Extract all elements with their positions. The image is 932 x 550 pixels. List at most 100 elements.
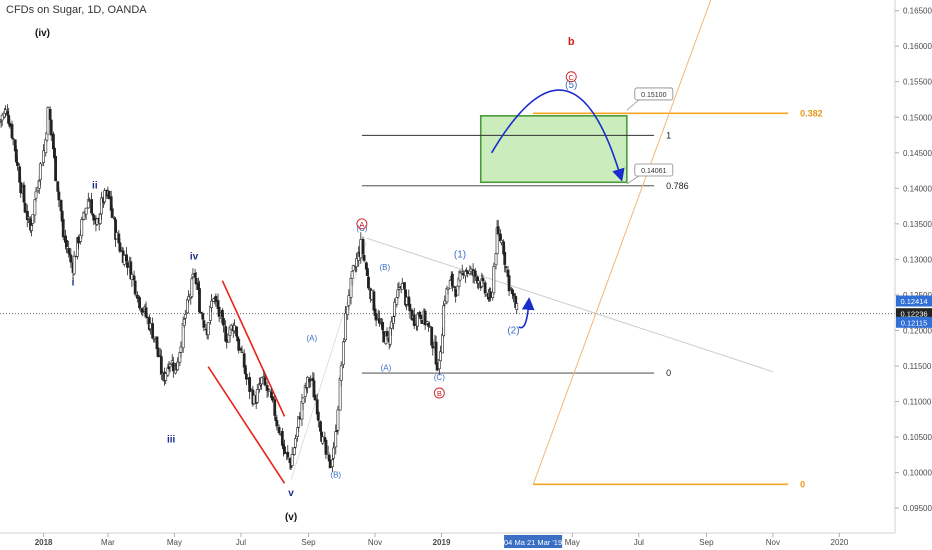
candle[interactable] bbox=[210, 294, 213, 312]
candle[interactable] bbox=[286, 445, 290, 460]
candle[interactable] bbox=[31, 214, 35, 227]
candle[interactable] bbox=[38, 161, 42, 187]
candle[interactable] bbox=[48, 106, 52, 121]
candle[interactable] bbox=[292, 445, 296, 456]
candle[interactable] bbox=[377, 310, 381, 327]
trend-line[interactable] bbox=[290, 241, 367, 480]
candle[interactable] bbox=[362, 248, 366, 263]
candle[interactable] bbox=[515, 297, 519, 314]
candle[interactable] bbox=[164, 372, 168, 385]
candle[interactable] bbox=[332, 442, 335, 461]
candle[interactable] bbox=[69, 248, 73, 268]
price-callout-box[interactable] bbox=[634, 163, 674, 177]
price-callout-box[interactable] bbox=[634, 87, 674, 101]
candle[interactable] bbox=[179, 341, 183, 358]
candle[interactable] bbox=[367, 270, 370, 291]
candle[interactable] bbox=[107, 190, 111, 200]
candle[interactable] bbox=[277, 424, 281, 435]
candle[interactable] bbox=[473, 268, 477, 281]
candle[interactable] bbox=[10, 120, 14, 140]
candle[interactable] bbox=[446, 287, 450, 295]
candle[interactable] bbox=[133, 280, 137, 297]
trend-line[interactable] bbox=[366, 237, 774, 373]
candle[interactable] bbox=[341, 341, 345, 369]
candle[interactable] bbox=[46, 106, 50, 135]
candle[interactable] bbox=[14, 145, 18, 164]
candle[interactable] bbox=[65, 235, 68, 254]
candle[interactable] bbox=[92, 213, 96, 226]
candle[interactable] bbox=[214, 293, 218, 307]
candle[interactable] bbox=[296, 427, 300, 442]
candle[interactable] bbox=[504, 265, 508, 273]
candle[interactable] bbox=[201, 311, 205, 321]
candle[interactable] bbox=[451, 271, 454, 292]
candle[interactable] bbox=[290, 447, 294, 467]
candle[interactable] bbox=[237, 336, 241, 354]
candle[interactable] bbox=[382, 330, 386, 343]
candle[interactable] bbox=[273, 395, 277, 420]
fib-trend-line[interactable] bbox=[532, 0, 712, 485]
candle[interactable] bbox=[22, 181, 26, 206]
candle[interactable] bbox=[416, 312, 419, 331]
candle[interactable] bbox=[240, 345, 244, 354]
candle[interactable] bbox=[194, 271, 198, 290]
candle[interactable] bbox=[374, 308, 378, 327]
candle[interactable] bbox=[168, 362, 172, 373]
candle[interactable] bbox=[183, 309, 187, 325]
candle[interactable] bbox=[347, 289, 351, 310]
candle[interactable] bbox=[149, 321, 152, 335]
candle[interactable] bbox=[397, 281, 401, 297]
candle[interactable] bbox=[23, 197, 27, 214]
candle[interactable] bbox=[355, 252, 358, 272]
candle[interactable] bbox=[385, 327, 389, 341]
candle[interactable] bbox=[42, 144, 46, 164]
candle[interactable] bbox=[263, 374, 267, 387]
candle[interactable] bbox=[389, 316, 393, 336]
candle[interactable] bbox=[294, 434, 297, 449]
candle[interactable] bbox=[298, 412, 302, 420]
candle[interactable] bbox=[346, 306, 350, 320]
candle[interactable] bbox=[138, 296, 141, 311]
candle[interactable] bbox=[443, 295, 447, 308]
candle[interactable] bbox=[57, 187, 61, 208]
candle[interactable] bbox=[316, 410, 320, 428]
candle[interactable] bbox=[507, 274, 511, 296]
candle[interactable] bbox=[370, 289, 374, 301]
candle[interactable] bbox=[494, 252, 498, 270]
projection-arc-arrow[interactable] bbox=[490, 89, 625, 182]
candle[interactable] bbox=[16, 156, 19, 171]
candle[interactable] bbox=[191, 268, 195, 279]
candle[interactable] bbox=[313, 389, 317, 401]
candle[interactable] bbox=[278, 432, 282, 436]
candle[interactable] bbox=[306, 376, 309, 394]
candle[interactable] bbox=[359, 232, 363, 264]
candle[interactable] bbox=[118, 238, 122, 254]
candle[interactable] bbox=[54, 155, 57, 182]
candle[interactable] bbox=[420, 319, 424, 324]
candle[interactable] bbox=[61, 212, 65, 241]
candle[interactable] bbox=[351, 264, 355, 273]
candle[interactable] bbox=[248, 372, 252, 400]
candle[interactable] bbox=[324, 438, 328, 460]
candle[interactable] bbox=[72, 250, 76, 276]
candle[interactable] bbox=[271, 395, 274, 403]
candle[interactable] bbox=[339, 361, 343, 387]
candle[interactable] bbox=[430, 326, 434, 347]
candle[interactable] bbox=[90, 192, 93, 214]
candle[interactable] bbox=[130, 272, 134, 287]
candle[interactable] bbox=[481, 274, 485, 284]
candle[interactable] bbox=[336, 405, 340, 435]
candle[interactable] bbox=[408, 298, 412, 319]
candle[interactable] bbox=[80, 216, 84, 239]
candle[interactable] bbox=[122, 254, 126, 267]
candle[interactable] bbox=[512, 289, 515, 303]
candle[interactable] bbox=[187, 290, 190, 303]
candle[interactable] bbox=[439, 345, 442, 362]
candle[interactable] bbox=[34, 187, 38, 202]
candle[interactable] bbox=[41, 163, 44, 167]
candle[interactable] bbox=[255, 383, 259, 404]
candle[interactable] bbox=[428, 321, 431, 328]
candle[interactable] bbox=[206, 321, 210, 340]
candle[interactable] bbox=[84, 207, 88, 220]
candle[interactable] bbox=[344, 306, 347, 341]
